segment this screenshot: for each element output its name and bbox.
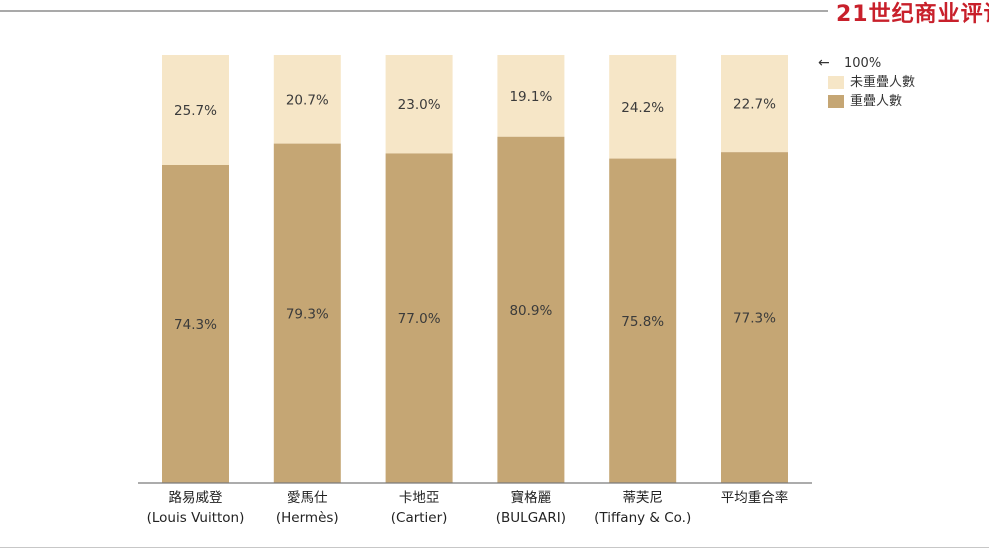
data-label-non-overlap: 24.2% [621, 100, 664, 116]
data-label-non-overlap: 25.7% [174, 103, 217, 119]
legend-swatch-non-overlap [828, 76, 844, 89]
data-label-overlap: 75.8% [621, 314, 664, 330]
data-label-overlap: 80.9% [509, 303, 552, 319]
data-label-overlap: 77.3% [733, 311, 776, 327]
category-label-en: (BULGARI) [496, 510, 566, 526]
category-label-zh: 寶格麗 [511, 490, 552, 506]
legend-item-non-overlap: 未重疊人數 [818, 73, 915, 92]
category-label-zh: 平均重合率 [721, 489, 789, 506]
legend-item-overlap: 重疊人數 [818, 92, 915, 111]
category-labels: 路易威登 (Louis Vuitton) 愛馬仕 (Hermès) 卡地亞 (Cartie… [147, 489, 789, 526]
bar-segment-overlap [385, 153, 453, 483]
bar-segment-non-overlap [273, 55, 341, 144]
bar-segment-non-overlap [497, 55, 565, 137]
bars-group: 25.7% 74.3% 20.7% 79.3% 23.0% 77.0% 19.1% 80.9%… [162, 55, 788, 484]
category-label-en: (Hermès) [276, 510, 339, 526]
bar-segment-non-overlap [385, 55, 453, 154]
bar-segment-non-overlap [721, 55, 788, 153]
bar-segment-overlap [162, 164, 229, 483]
category-label-zh: 卡地亞 [399, 490, 440, 506]
data-label-non-overlap: 20.7% [286, 92, 329, 108]
bar-segment-overlap [497, 136, 565, 484]
bottom-rule [0, 547, 989, 548]
legend-swatch-overlap [828, 95, 844, 108]
category-label-zh: 蒂芙尼 [622, 489, 663, 506]
legend-total-label: 100% [844, 56, 882, 71]
legend-total-marker: ← 100% [818, 54, 915, 73]
bar-segment-non-overlap [609, 55, 677, 159]
data-label-non-overlap: 22.7% [733, 97, 776, 113]
data-label-non-overlap: 19.1% [509, 89, 552, 105]
bar-segment-non-overlap [162, 55, 229, 165]
data-label-overlap: 79.3% [286, 306, 329, 322]
data-label-overlap: 74.3% [174, 317, 217, 333]
category-label-en: (Cartier) [391, 510, 448, 526]
data-label-non-overlap: 23.0% [398, 97, 441, 113]
bar-segment-overlap [273, 143, 341, 483]
data-label-overlap: 77.0% [398, 311, 441, 327]
legend: ← 100% 未重疊人數 重疊人數 [818, 54, 915, 111]
legend-item-label: 重疊人數 [850, 94, 903, 109]
legend-item-label: 未重疊人數 [850, 75, 916, 90]
category-label-zh: 愛馬仕 [287, 490, 328, 506]
category-label-en: (Tiffany & Co.) [594, 510, 691, 526]
brand-logo: 21世纪商业评论 [836, 2, 989, 27]
left-arrow-icon: ← [818, 55, 830, 71]
top-rule [0, 10, 828, 12]
bar-segment-overlap [609, 158, 677, 484]
bar-segment-overlap [721, 152, 788, 483]
category-label-zh: 路易威登 [169, 490, 223, 506]
category-label-en: (Louis Vuitton) [147, 510, 245, 526]
